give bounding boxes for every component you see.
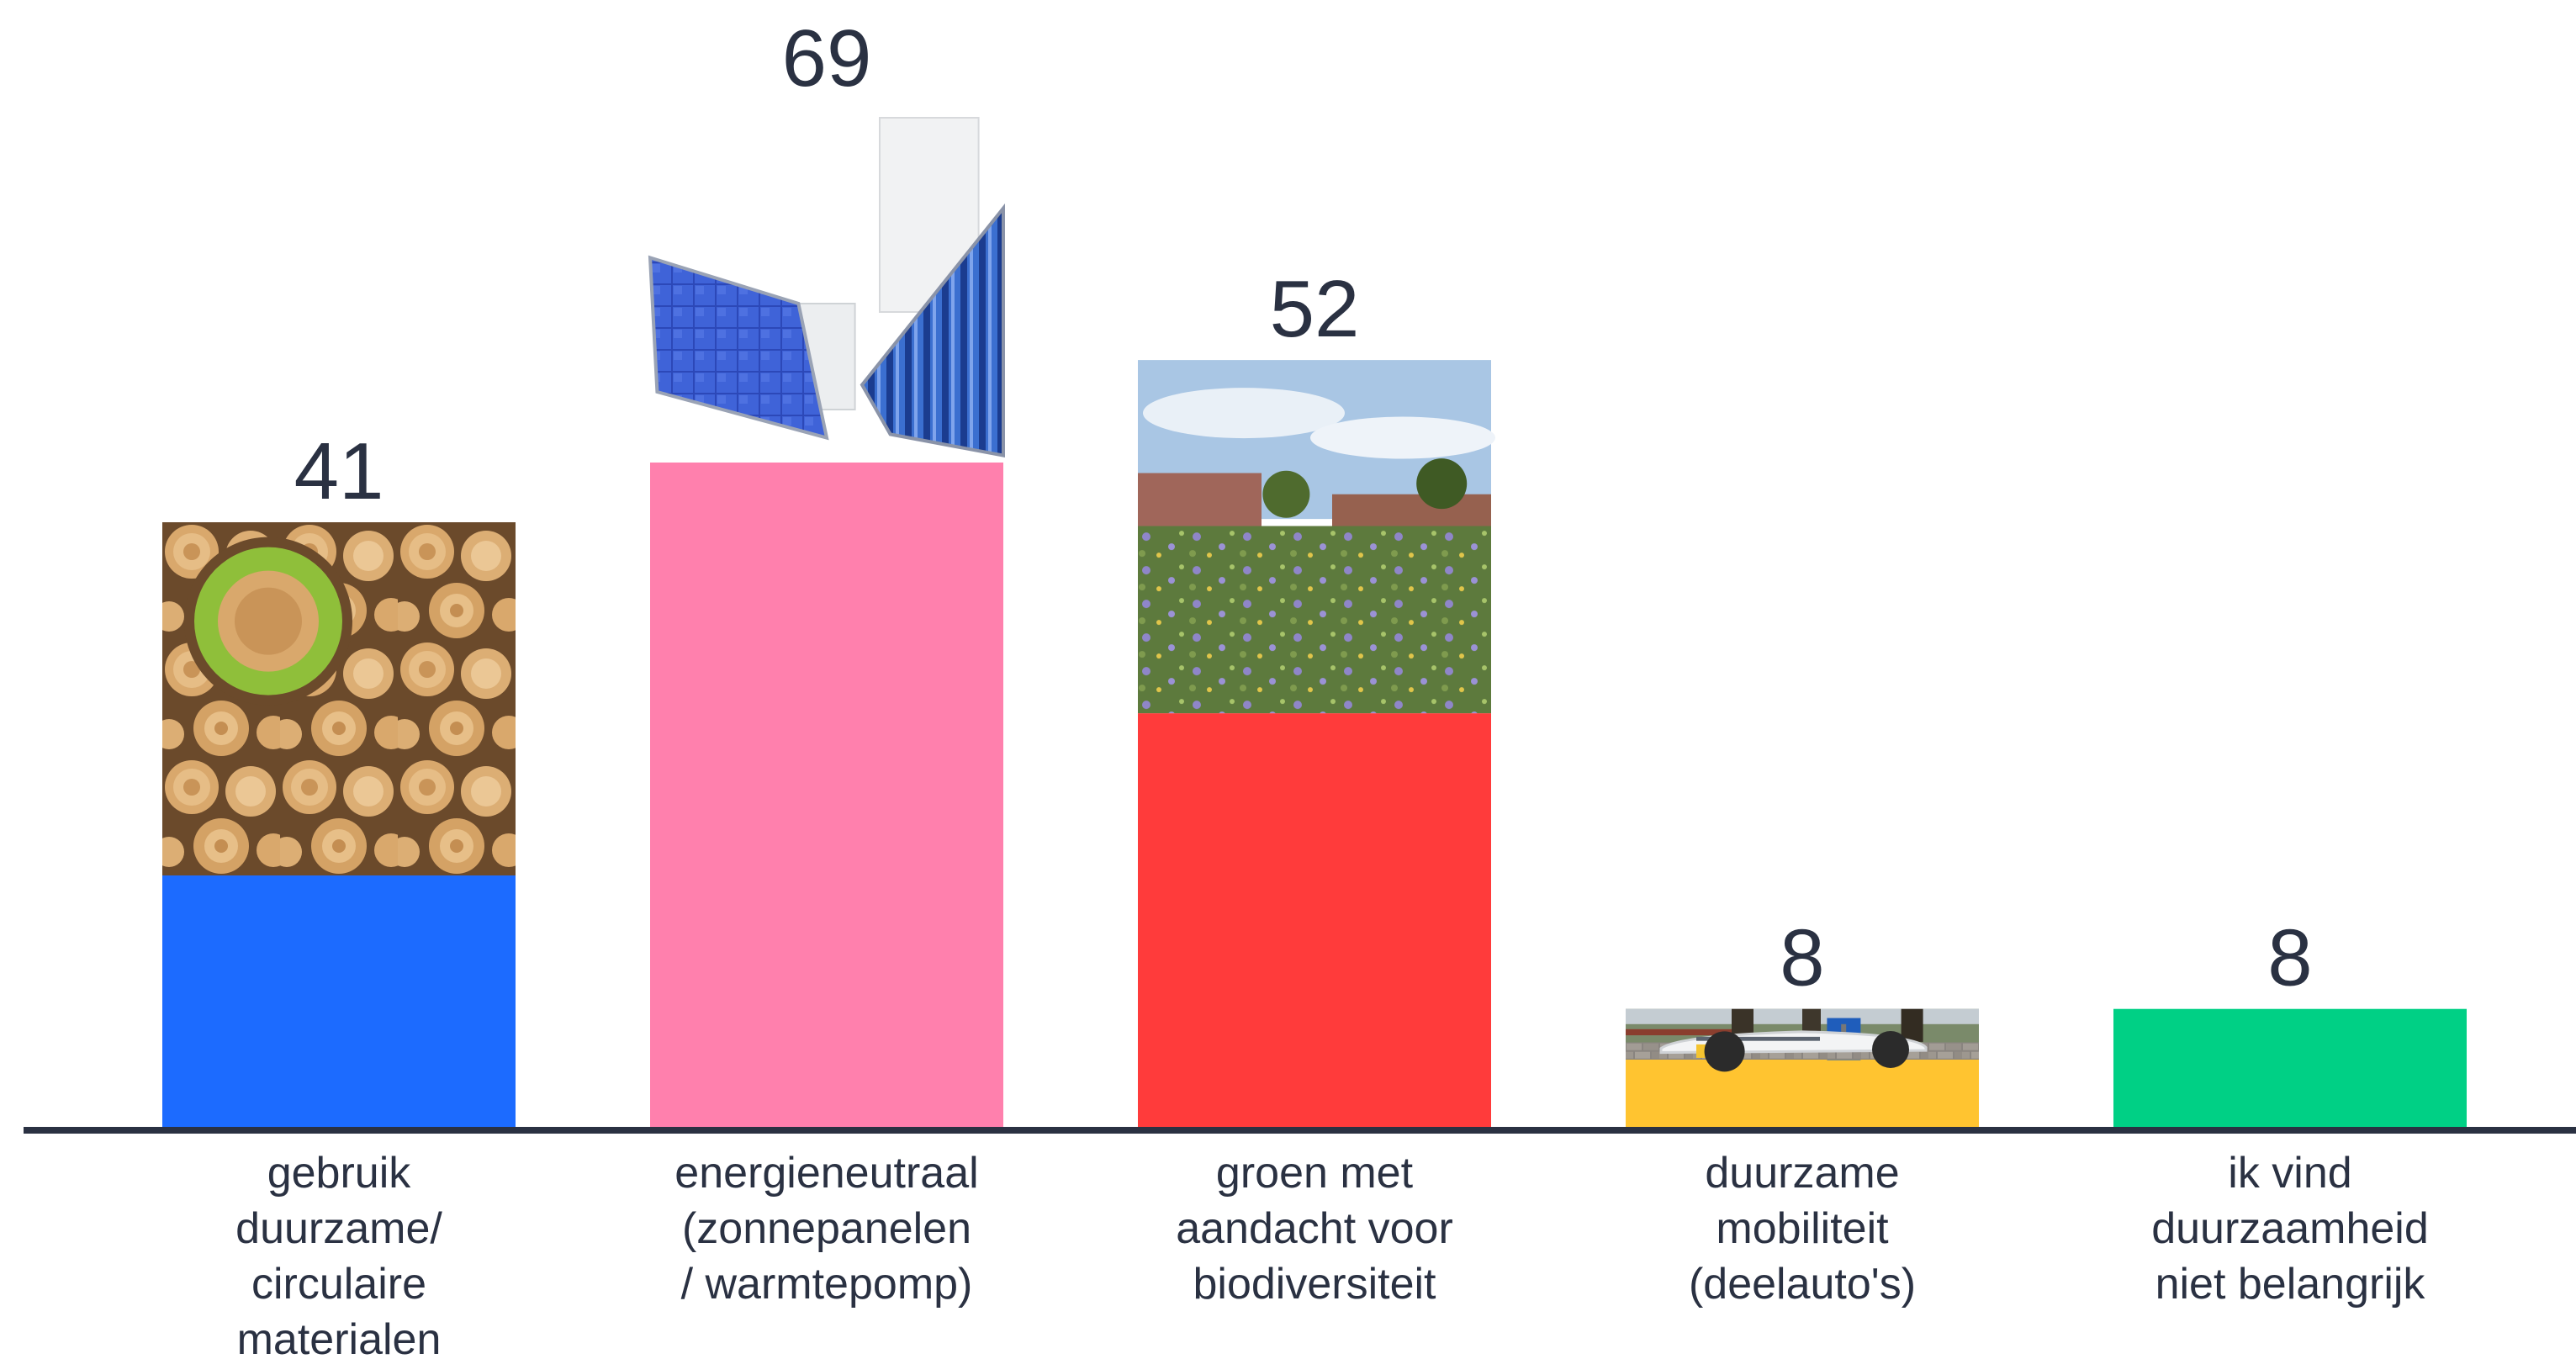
bar-2 [650,463,1003,1127]
bars-group [162,463,2467,1127]
value-label-4: 8 [1780,913,1824,1003]
wood-logs-recycle-image [162,522,516,876]
bar-4 [1626,1060,1979,1127]
images-group [162,109,1979,1072]
category-label-2: energieneutraal (zonnepanelen / warmtepomp… [674,1149,978,1309]
solar-panel-heat-pump-image [648,109,1005,463]
bar-1 [162,875,516,1127]
value-label-1: 41 [294,426,384,516]
electric-shared-car-image [1626,1008,1979,1072]
green-biodiversity-neighborhood-image [1138,360,1495,714]
value-label-5: 8 [2267,913,2312,1003]
bar-3 [1138,713,1491,1127]
category-labels-group: gebruik duurzame/circulaire materialen ener… [235,1149,2429,1359]
category-label-1: gebruik duurzame/circulaire materialen [235,1149,442,1359]
category-label-4: duurzame mobiliteit (deelauto's) [1689,1149,1916,1309]
value-label-3: 52 [1270,264,1360,354]
bar-5 [2113,1008,2467,1127]
category-label-5: ik vind duurzaamheid niet belangrijk [2151,1149,2429,1309]
category-label-3: groen met aandacht voor biodiversiteit [1176,1149,1453,1309]
value-label-2: 69 [782,13,872,103]
value-labels-group: 41 69 52 8 8 [294,13,2313,1003]
